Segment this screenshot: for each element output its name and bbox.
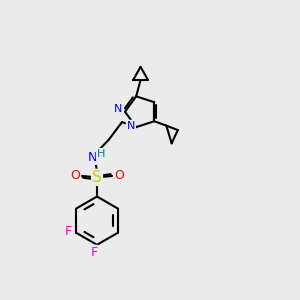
Text: F: F bbox=[91, 246, 98, 259]
Text: N: N bbox=[87, 151, 97, 164]
Text: S: S bbox=[92, 170, 102, 185]
Text: N: N bbox=[114, 104, 123, 114]
Text: N: N bbox=[127, 121, 135, 131]
Text: H: H bbox=[97, 149, 105, 159]
Text: F: F bbox=[64, 225, 71, 238]
Text: O: O bbox=[114, 169, 124, 182]
Text: O: O bbox=[70, 169, 80, 182]
